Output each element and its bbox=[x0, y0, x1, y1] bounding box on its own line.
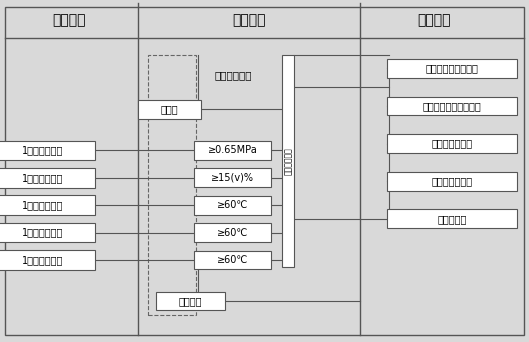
Bar bbox=[387, 97, 517, 116]
Text: 连锁逻辑: 连锁逻辑 bbox=[232, 14, 266, 27]
Text: 输入型号: 输入型号 bbox=[52, 14, 86, 27]
Text: ≥60℃: ≥60℃ bbox=[217, 200, 249, 210]
Bar bbox=[387, 59, 517, 78]
Bar bbox=[0, 168, 95, 188]
Text: 六量中任一量: 六量中任一量 bbox=[284, 147, 293, 175]
Bar bbox=[0, 223, 95, 242]
Text: ≥60℃: ≥60℃ bbox=[217, 227, 249, 238]
Text: 关闭空气进料调节阀: 关闭空气进料调节阀 bbox=[426, 63, 479, 74]
Bar bbox=[138, 100, 201, 119]
Bar bbox=[282, 55, 294, 267]
Text: 输出信号: 输出信号 bbox=[417, 14, 451, 27]
Bar bbox=[195, 250, 271, 269]
Text: 1号温度传感器: 1号温度传感器 bbox=[22, 255, 63, 265]
Text: 关闭氢化液进料调节阀: 关闭氢化液进料调节阀 bbox=[423, 101, 482, 111]
Text: ≥0.65MPa: ≥0.65MPa bbox=[208, 145, 258, 156]
Text: ≥15(v)%: ≥15(v)% bbox=[211, 173, 254, 183]
Bar bbox=[195, 223, 271, 242]
Text: 打开紧急冲氮阀: 打开紧急冲氮阀 bbox=[432, 139, 473, 149]
Text: 1号温度传感器: 1号温度传感器 bbox=[22, 145, 63, 156]
Bar bbox=[387, 209, 517, 228]
Bar bbox=[195, 141, 271, 160]
Text: 关闭空气进料阀: 关闭空气进料阀 bbox=[432, 176, 473, 186]
Text: 1号温度传感器: 1号温度传感器 bbox=[22, 200, 63, 210]
Bar bbox=[195, 169, 271, 187]
Text: 停氢化液泵: 停氢化液泵 bbox=[437, 214, 467, 224]
Text: 软按钮: 软按钮 bbox=[160, 104, 178, 115]
Bar bbox=[0, 250, 95, 270]
Text: ≥60℃: ≥60℃ bbox=[217, 255, 249, 265]
Text: 1号温度传感器: 1号温度传感器 bbox=[22, 227, 63, 238]
Bar bbox=[148, 55, 196, 315]
Text: 中央处理单元: 中央处理单元 bbox=[214, 70, 251, 80]
Bar bbox=[0, 141, 95, 160]
Bar bbox=[387, 172, 517, 191]
Bar bbox=[195, 196, 271, 215]
Text: 1号温度传感器: 1号温度传感器 bbox=[22, 173, 63, 183]
Bar bbox=[387, 134, 517, 153]
Bar bbox=[0, 195, 95, 215]
Bar bbox=[156, 291, 225, 311]
Text: 复位按钮: 复位按钮 bbox=[179, 296, 202, 306]
